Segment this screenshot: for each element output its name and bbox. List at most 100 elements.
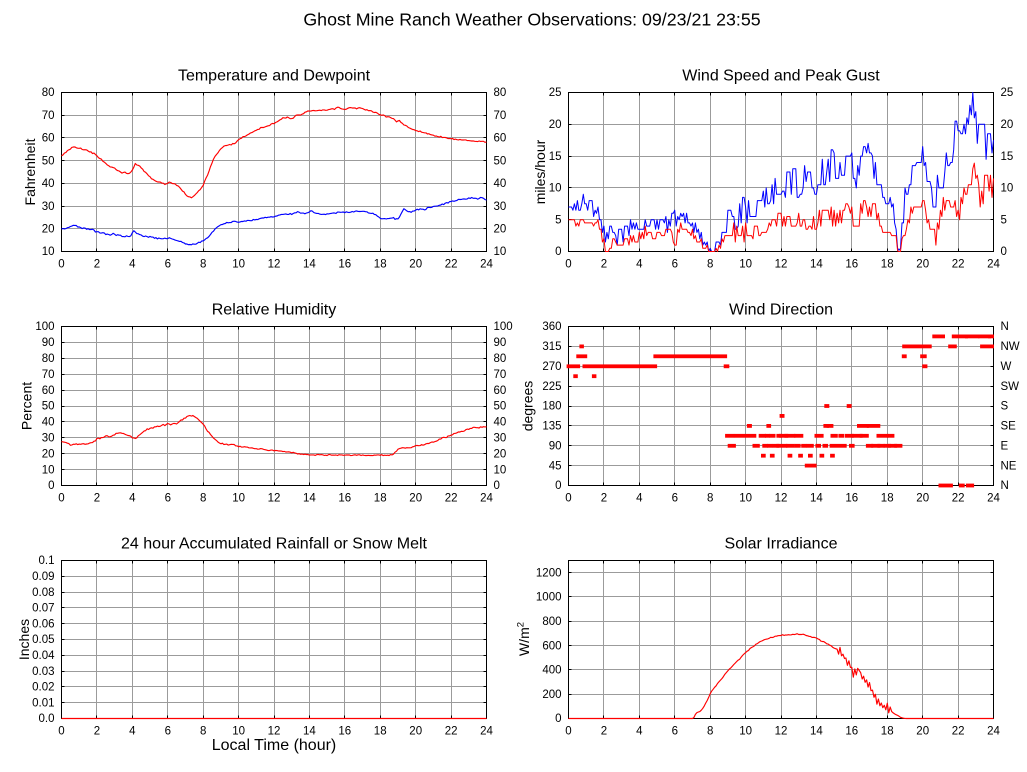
- svg-text:135: 135: [542, 421, 561, 433]
- svg-text:10: 10: [42, 246, 55, 258]
- svg-text:0: 0: [555, 246, 561, 258]
- svg-text:100: 100: [494, 321, 513, 333]
- svg-text:0.04: 0.04: [32, 650, 55, 662]
- svg-text:22: 22: [445, 259, 458, 271]
- svg-text:60: 60: [494, 133, 507, 145]
- svg-text:20: 20: [916, 493, 929, 505]
- svg-text:10: 10: [549, 183, 562, 195]
- svg-text:12: 12: [268, 726, 281, 738]
- svg-text:22: 22: [952, 726, 965, 738]
- svg-text:0: 0: [555, 713, 561, 725]
- svg-text:24: 24: [480, 493, 493, 505]
- svg-text:10: 10: [494, 464, 507, 476]
- svg-text:miles/hour: miles/hour: [532, 139, 548, 204]
- svg-text:4: 4: [129, 259, 136, 271]
- svg-text:NW: NW: [1001, 341, 1020, 353]
- svg-text:20: 20: [409, 493, 422, 505]
- svg-text:40: 40: [42, 178, 55, 190]
- svg-text:14: 14: [303, 726, 316, 738]
- svg-text:6: 6: [165, 493, 171, 505]
- svg-text:14: 14: [810, 726, 823, 738]
- svg-text:2: 2: [601, 726, 607, 738]
- svg-text:SW: SW: [1001, 381, 1020, 393]
- svg-text:16: 16: [845, 493, 858, 505]
- svg-text:400: 400: [542, 665, 561, 677]
- svg-text:Inches: Inches: [16, 619, 32, 660]
- svg-text:20: 20: [916, 726, 929, 738]
- svg-text:16: 16: [845, 726, 858, 738]
- svg-text:2: 2: [601, 493, 607, 505]
- svg-text:6: 6: [672, 493, 678, 505]
- svg-text:12: 12: [268, 493, 281, 505]
- svg-text:80: 80: [494, 87, 507, 99]
- svg-text:10: 10: [494, 246, 507, 258]
- svg-text:12: 12: [775, 493, 788, 505]
- svg-text:10: 10: [739, 493, 752, 505]
- svg-text:20: 20: [1001, 119, 1014, 131]
- svg-text:60: 60: [42, 385, 55, 397]
- svg-text:0: 0: [58, 493, 64, 505]
- svg-text:5: 5: [555, 214, 561, 226]
- svg-text:20: 20: [409, 259, 422, 271]
- svg-text:S: S: [1001, 401, 1009, 413]
- svg-text:0.03: 0.03: [32, 666, 54, 678]
- svg-text:0.1: 0.1: [39, 555, 55, 567]
- svg-text:70: 70: [494, 110, 507, 122]
- svg-text:E: E: [1001, 440, 1009, 452]
- svg-text:20: 20: [549, 119, 562, 131]
- svg-text:60: 60: [42, 133, 55, 145]
- svg-text:100: 100: [35, 321, 54, 333]
- svg-text:12: 12: [268, 259, 281, 271]
- svg-text:Percent: Percent: [19, 382, 35, 430]
- svg-text:18: 18: [881, 726, 894, 738]
- svg-text:225: 225: [542, 381, 561, 393]
- svg-text:20: 20: [42, 448, 55, 460]
- svg-text:6: 6: [672, 259, 678, 271]
- svg-text:4: 4: [636, 726, 643, 738]
- svg-text:15: 15: [1001, 151, 1014, 163]
- svg-text:24: 24: [987, 493, 1000, 505]
- svg-text:50: 50: [494, 155, 507, 167]
- svg-text:14: 14: [810, 493, 823, 505]
- svg-text:20: 20: [494, 448, 507, 460]
- svg-text:800: 800: [542, 616, 561, 628]
- svg-text:600: 600: [542, 640, 561, 652]
- svg-text:24: 24: [987, 726, 1000, 738]
- svg-text:8: 8: [707, 493, 713, 505]
- svg-text:70: 70: [42, 110, 55, 122]
- svg-text:90: 90: [549, 440, 562, 452]
- svg-text:2: 2: [601, 259, 607, 271]
- svg-text:18: 18: [881, 493, 894, 505]
- svg-text:6: 6: [165, 259, 171, 271]
- svg-text:0: 0: [1001, 246, 1007, 258]
- svg-text:Wind Speed and Peak Gust: Wind Speed and Peak Gust: [682, 67, 880, 84]
- svg-text:18: 18: [374, 726, 387, 738]
- svg-text:0: 0: [58, 259, 64, 271]
- svg-text:10: 10: [232, 259, 245, 271]
- svg-text:10: 10: [739, 726, 752, 738]
- svg-text:1200: 1200: [536, 567, 562, 579]
- svg-text:12: 12: [775, 726, 788, 738]
- svg-text:70: 70: [42, 369, 55, 381]
- svg-text:8: 8: [200, 493, 206, 505]
- svg-text:8: 8: [200, 726, 206, 738]
- svg-text:SE: SE: [1001, 421, 1017, 433]
- svg-text:8: 8: [200, 259, 206, 271]
- svg-text:8: 8: [707, 726, 713, 738]
- svg-text:4: 4: [129, 726, 136, 738]
- svg-text:30: 30: [494, 433, 507, 445]
- svg-text:0: 0: [565, 726, 571, 738]
- svg-text:0.02: 0.02: [32, 682, 54, 694]
- svg-text:6: 6: [672, 726, 678, 738]
- svg-text:16: 16: [845, 259, 858, 271]
- svg-text:14: 14: [810, 259, 823, 271]
- svg-text:80: 80: [494, 353, 507, 365]
- svg-text:NE: NE: [1001, 460, 1017, 472]
- svg-text:22: 22: [445, 726, 458, 738]
- svg-text:0: 0: [48, 480, 54, 492]
- svg-text:0.09: 0.09: [32, 571, 54, 583]
- svg-text:30: 30: [42, 201, 55, 213]
- svg-text:N: N: [1001, 321, 1009, 333]
- svg-text:0.05: 0.05: [32, 634, 54, 646]
- svg-text:0: 0: [565, 493, 571, 505]
